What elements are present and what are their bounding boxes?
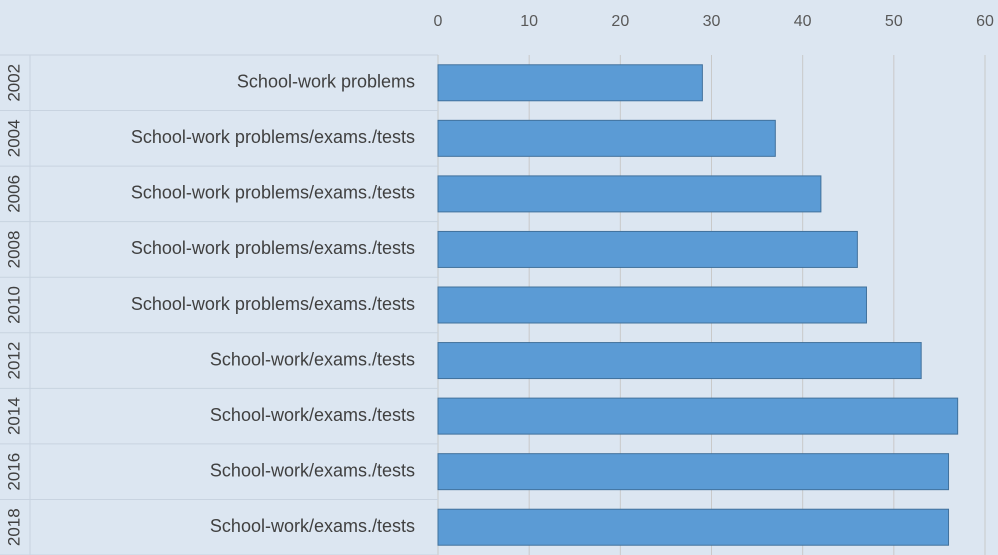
group-label: 2008 xyxy=(4,231,23,269)
y-tick-label: School-work/exams./tests xyxy=(210,405,415,425)
group-label: 2010 xyxy=(4,286,23,324)
group-label: 2006 xyxy=(4,175,23,213)
x-tick-label: 50 xyxy=(885,13,903,30)
group-label: 2014 xyxy=(4,397,23,435)
bar xyxy=(437,286,867,324)
y-tick-label: School-work problems xyxy=(237,72,415,92)
bar xyxy=(437,175,822,213)
x-tick-label: 60 xyxy=(976,13,994,30)
x-tick-label: 30 xyxy=(703,13,721,30)
x-tick-label: 10 xyxy=(520,13,538,30)
bar xyxy=(437,119,776,157)
bar xyxy=(437,342,922,380)
bar xyxy=(437,397,959,435)
y-tick-label: School-work/exams./tests xyxy=(210,516,415,536)
bar xyxy=(437,508,950,546)
x-tick-label: 20 xyxy=(611,13,629,30)
bar xyxy=(437,230,858,268)
group-label: 2016 xyxy=(4,453,23,491)
bar xyxy=(437,453,950,491)
y-tick-label: School-work problems/exams./tests xyxy=(131,238,415,258)
y-tick-label: School-work/exams./tests xyxy=(210,460,415,480)
x-tick-label: 40 xyxy=(794,13,812,30)
y-tick-label: School-work problems/exams./tests xyxy=(131,127,415,147)
bar xyxy=(437,64,703,102)
y-tick-label: School-work/exams./tests xyxy=(210,349,415,369)
y-tick-label: School-work problems/exams./tests xyxy=(131,183,415,203)
group-label: 2012 xyxy=(4,342,23,380)
y-tick-label: School-work problems/exams./tests xyxy=(131,294,415,314)
group-label: 2004 xyxy=(4,119,23,157)
group-label: 2018 xyxy=(4,508,23,546)
group-label: 2002 xyxy=(4,64,23,102)
x-tick-label: 0 xyxy=(434,13,443,30)
